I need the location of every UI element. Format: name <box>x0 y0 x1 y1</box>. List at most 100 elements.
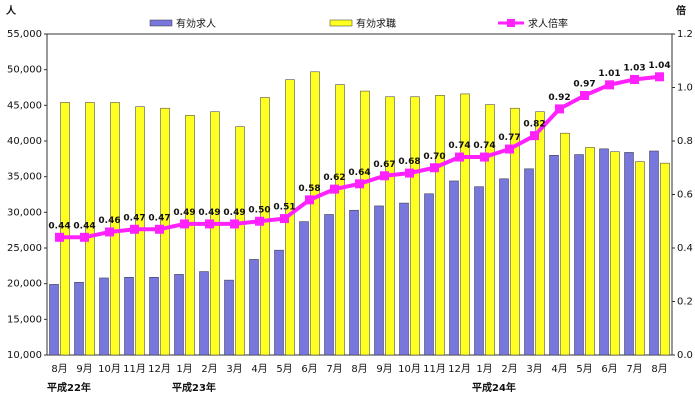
right-tick-label: 0.8 <box>677 136 693 147</box>
x-tick-label: 11月 <box>423 363 446 375</box>
ratio-point <box>55 232 64 242</box>
ratio-point <box>605 80 614 90</box>
ratio-point <box>80 232 89 242</box>
bar-job-seekers <box>210 111 220 356</box>
ratio-point <box>655 72 664 82</box>
ratio-point <box>505 144 514 154</box>
right-tick-label: 0.0 <box>677 350 693 361</box>
ratio-label: 0.44 <box>73 221 95 231</box>
x-tick-label: 1月 <box>476 363 492 375</box>
bar-job-openings <box>74 281 84 356</box>
bar-job-openings <box>249 259 259 356</box>
ratio-label: 0.50 <box>248 205 270 215</box>
x-tick-label: 10月 <box>398 363 421 375</box>
left-axis: 10,000 15,000 20,000 25,000 30,000 35,000 40,0… <box>7 29 47 361</box>
left-tick-label: 15,000 <box>7 314 42 325</box>
year-label: 平成23年 <box>172 381 216 394</box>
bar-job-seekers <box>360 90 370 356</box>
x-tick-label: 12月 <box>148 363 171 375</box>
bar-job-seekers <box>385 96 395 356</box>
left-tick-label: 35,000 <box>7 172 42 183</box>
right-tick-label: 1.2 <box>677 29 693 40</box>
right-tick-label: 1.0 <box>677 83 693 94</box>
x-tick-label: 9月 <box>76 363 92 375</box>
ratio-label: 0.77 <box>498 133 520 143</box>
ratio-point <box>480 152 489 162</box>
left-tick-label: 40,000 <box>7 136 42 147</box>
bar-job-seekers <box>410 96 420 356</box>
bar-job-openings <box>574 154 584 356</box>
ratio-label: 1.03 <box>623 63 645 73</box>
ratio-label: 0.70 <box>423 152 445 162</box>
ratio-label: 0.62 <box>323 173 345 183</box>
bar-job-openings <box>399 202 409 356</box>
legend-swatch-job-openings <box>149 19 173 27</box>
ratio-label: 0.64 <box>348 168 370 178</box>
bar-job-openings <box>274 249 284 356</box>
bar-job-openings <box>124 276 134 356</box>
left-tick-label: 30,000 <box>7 207 42 218</box>
legend-label-ratio: 求人倍率 <box>528 17 568 30</box>
bar-job-openings <box>174 274 184 356</box>
bar-job-seekers <box>85 102 95 356</box>
bar-job-openings <box>149 276 159 356</box>
bar-job-seekers <box>335 84 345 356</box>
ratio-point <box>330 184 339 194</box>
bar-job-openings <box>99 277 109 356</box>
bar-job-seekers <box>585 147 595 356</box>
left-tick-label: 55,000 <box>7 29 42 40</box>
bar-job-seekers <box>60 102 70 356</box>
ratio-label: 0.82 <box>523 120 545 130</box>
x-tick-label: 11月 <box>123 363 146 375</box>
ratio-label: 0.44 <box>48 221 70 231</box>
x-tick-label: 9月 <box>376 363 392 375</box>
bar-job-seekers <box>260 97 270 356</box>
bar-job-openings <box>524 168 534 356</box>
ratio-label: 0.51 <box>273 203 295 213</box>
bar-job-seekers <box>510 107 520 356</box>
x-tick-label: 4月 <box>551 363 567 375</box>
ratio-label: 0.49 <box>173 208 195 218</box>
bar-job-openings <box>324 214 334 356</box>
x-tick-label: 8月 <box>651 363 667 375</box>
ratio-point <box>455 152 464 162</box>
bar-job-seekers <box>185 115 195 356</box>
ratio-point <box>180 219 189 229</box>
x-tick-label: 10月 <box>98 363 121 375</box>
right-tick-label: 0.2 <box>677 297 693 308</box>
x-tick-label: 5月 <box>276 363 292 375</box>
legend-label-job-openings: 有効求人 <box>176 17 216 30</box>
bar-job-openings <box>299 221 309 356</box>
left-tick-label: 45,000 <box>7 100 42 111</box>
x-tick-label: 5月 <box>576 363 592 375</box>
bar-job-openings <box>599 148 609 356</box>
ratio-point <box>280 214 289 224</box>
x-tick-label: 8月 <box>51 363 67 375</box>
bar-job-openings <box>624 152 634 356</box>
bar-job-openings <box>349 209 359 356</box>
ratio-label: 0.49 <box>198 208 220 218</box>
legend-marker-ratio <box>507 19 515 27</box>
ratio-label: 0.67 <box>373 160 395 170</box>
bar-job-openings <box>499 178 509 356</box>
right-tick-label: 0.6 <box>677 190 693 201</box>
ratio-point <box>305 195 314 205</box>
left-axis-unit: 人 <box>6 4 17 17</box>
x-tick-label: 2月 <box>501 363 517 375</box>
legend: 有効求人 有効求職 求人倍率 <box>149 17 568 30</box>
x-tick-label: 1月 <box>176 363 192 375</box>
x-tick-label: 6月 <box>601 363 617 375</box>
ratio-label: 0.58 <box>298 184 320 194</box>
ratio-line: 0.44 0.440.46 0.47 0.470.49 0.49 0.49 0.50 0.51… <box>48 61 671 242</box>
x-tick-label: 6月 <box>301 363 317 375</box>
bar-job-seekers <box>310 71 320 356</box>
ratio-point <box>630 74 639 84</box>
ratio-label: 0.74 <box>448 141 470 151</box>
x-tick-label: 3月 <box>226 363 242 375</box>
x-tick-label: 7月 <box>326 363 342 375</box>
bars <box>49 71 670 356</box>
ratio-point <box>580 91 589 101</box>
left-tick-label: 25,000 <box>7 243 42 254</box>
ratio-point <box>380 171 389 181</box>
